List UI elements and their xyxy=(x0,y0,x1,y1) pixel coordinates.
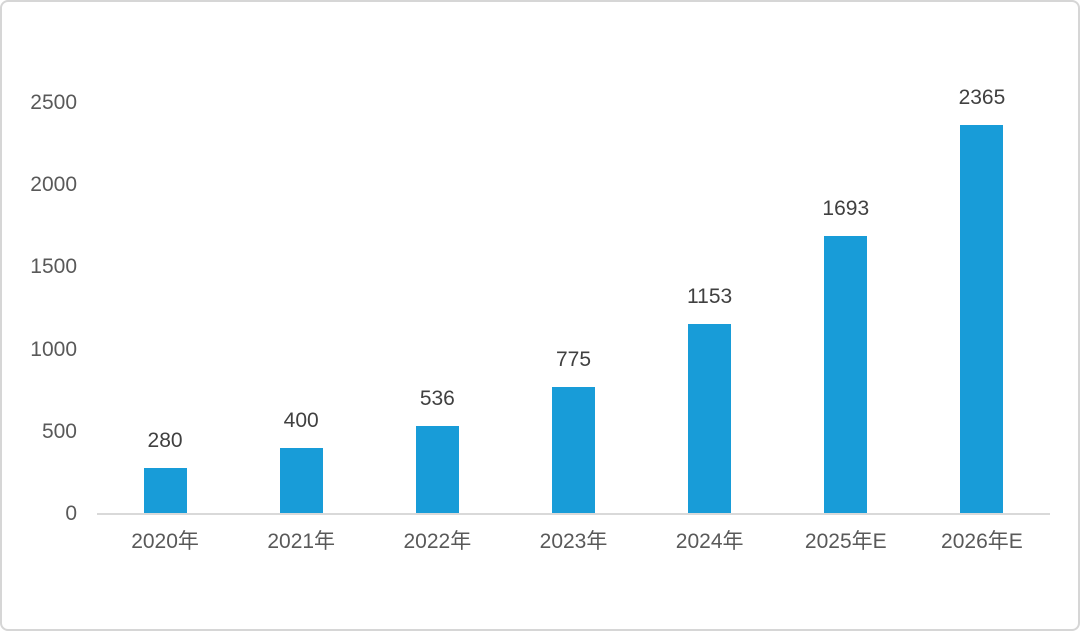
x-tick-label: 2023年 xyxy=(539,530,608,553)
y-tick-label: 2000 xyxy=(30,173,77,197)
y-tick-label: 0 xyxy=(65,502,77,525)
bar xyxy=(143,467,187,514)
bar xyxy=(688,324,732,514)
x-tick-label: 2024年 xyxy=(675,530,744,553)
x-tick-label: 2026年E xyxy=(941,530,1023,553)
bar-value-label: 536 xyxy=(419,386,455,410)
bar xyxy=(960,125,1004,514)
bar-value-label: 1693 xyxy=(822,196,870,220)
y-tick-label: 500 xyxy=(41,419,77,443)
x-tick-label: 2022年 xyxy=(403,530,472,553)
y-tick-label: 1000 xyxy=(30,337,77,361)
bar xyxy=(279,448,323,514)
x-tick-label: 2025年E xyxy=(804,530,887,553)
bar-value-label: 280 xyxy=(147,428,183,452)
x-tick-label: 2021年 xyxy=(267,530,336,553)
x-tick-label: 2020年 xyxy=(131,530,199,553)
bar-value-label: 400 xyxy=(283,409,319,433)
bar-value-label: 775 xyxy=(555,347,592,371)
y-tick-label: 1500 xyxy=(30,255,77,279)
bar xyxy=(415,425,459,514)
bar-value-label: 2365 xyxy=(958,86,1006,110)
bar xyxy=(552,386,595,514)
x-axis-line xyxy=(97,513,1050,515)
bar xyxy=(824,235,868,514)
bar-value-label: 1153 xyxy=(687,285,733,309)
y-tick-label: 2500 xyxy=(30,91,77,114)
